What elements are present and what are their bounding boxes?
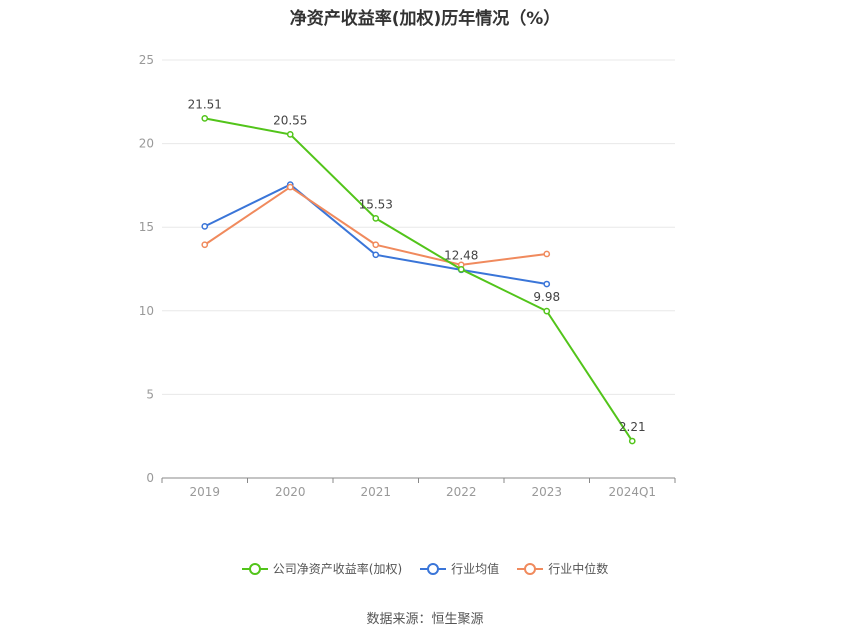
legend-swatch-icon <box>241 562 268 575</box>
legend-label: 公司净资产收益率(加权) <box>272 562 403 576</box>
data-point <box>543 250 551 258</box>
y-tick-label: 15 <box>139 220 154 234</box>
data-point <box>201 115 209 122</box>
y-tick-label: 10 <box>139 304 154 318</box>
x-tick-label: 2021 <box>360 485 391 499</box>
data-labels: 21.51 20.55 15.53 12.48 9.98 2.21 <box>188 97 646 434</box>
x-tick-label: 2023 <box>531 485 562 499</box>
data-label: 2.21 <box>619 420 646 434</box>
source-note: 数据来源：恒生聚源 <box>366 612 484 627</box>
data-point <box>543 307 551 315</box>
x-tick-label: 2020 <box>275 485 306 499</box>
data-label: 20.55 <box>273 113 307 127</box>
legend-item[interactable]: 行业均值 <box>420 560 499 577</box>
y-tick-label: 5 <box>146 387 154 401</box>
data-label: 12.48 <box>444 248 478 262</box>
legend-swatch-icon <box>517 562 544 575</box>
data-label: 9.98 <box>533 290 560 304</box>
data-label: 15.53 <box>359 197 393 211</box>
legend: 公司净资产收益率(加权) 行业均值 行业中位数 <box>0 560 850 577</box>
data-point <box>543 280 551 288</box>
data-point <box>457 265 465 273</box>
line-chart: 0 5 10 15 20 25 2019 2020 2021 2022 2023 2024Q1 21… <box>139 53 676 499</box>
chart-title: 净资产收益率(加权)历年情况（%） <box>289 9 561 29</box>
legend-label: 行业中位数 <box>548 562 609 576</box>
data-point <box>286 183 294 191</box>
legend-item[interactable]: 公司净资产收益率(加权) <box>241 560 403 577</box>
x-tick-label: 2022 <box>446 485 477 499</box>
y-tick-label: 20 <box>139 137 154 151</box>
data-point <box>372 241 380 249</box>
data-point <box>372 251 380 259</box>
legend-label: 行业均值 <box>451 562 500 576</box>
x-axis: 2019 2020 2021 2022 2023 2024Q1 <box>161 477 676 499</box>
series-line <box>204 117 634 442</box>
grid-lines <box>162 59 675 395</box>
y-tick-label: 0 <box>146 471 154 485</box>
legend-swatch-icon <box>420 562 447 575</box>
x-tick-label: 2019 <box>189 485 220 499</box>
data-label: 21.51 <box>188 97 222 111</box>
legend-item[interactable]: 行业中位数 <box>517 560 608 577</box>
data-point <box>372 214 380 222</box>
y-tick-label: 25 <box>139 53 154 67</box>
y-axis-ticks: 0 5 10 15 20 25 <box>139 53 154 485</box>
data-point <box>286 131 294 138</box>
data-point <box>628 437 636 445</box>
data-point <box>201 223 209 230</box>
data-point <box>201 241 209 249</box>
series-group <box>201 115 636 445</box>
x-tick-label: 2024Q1 <box>608 485 656 499</box>
